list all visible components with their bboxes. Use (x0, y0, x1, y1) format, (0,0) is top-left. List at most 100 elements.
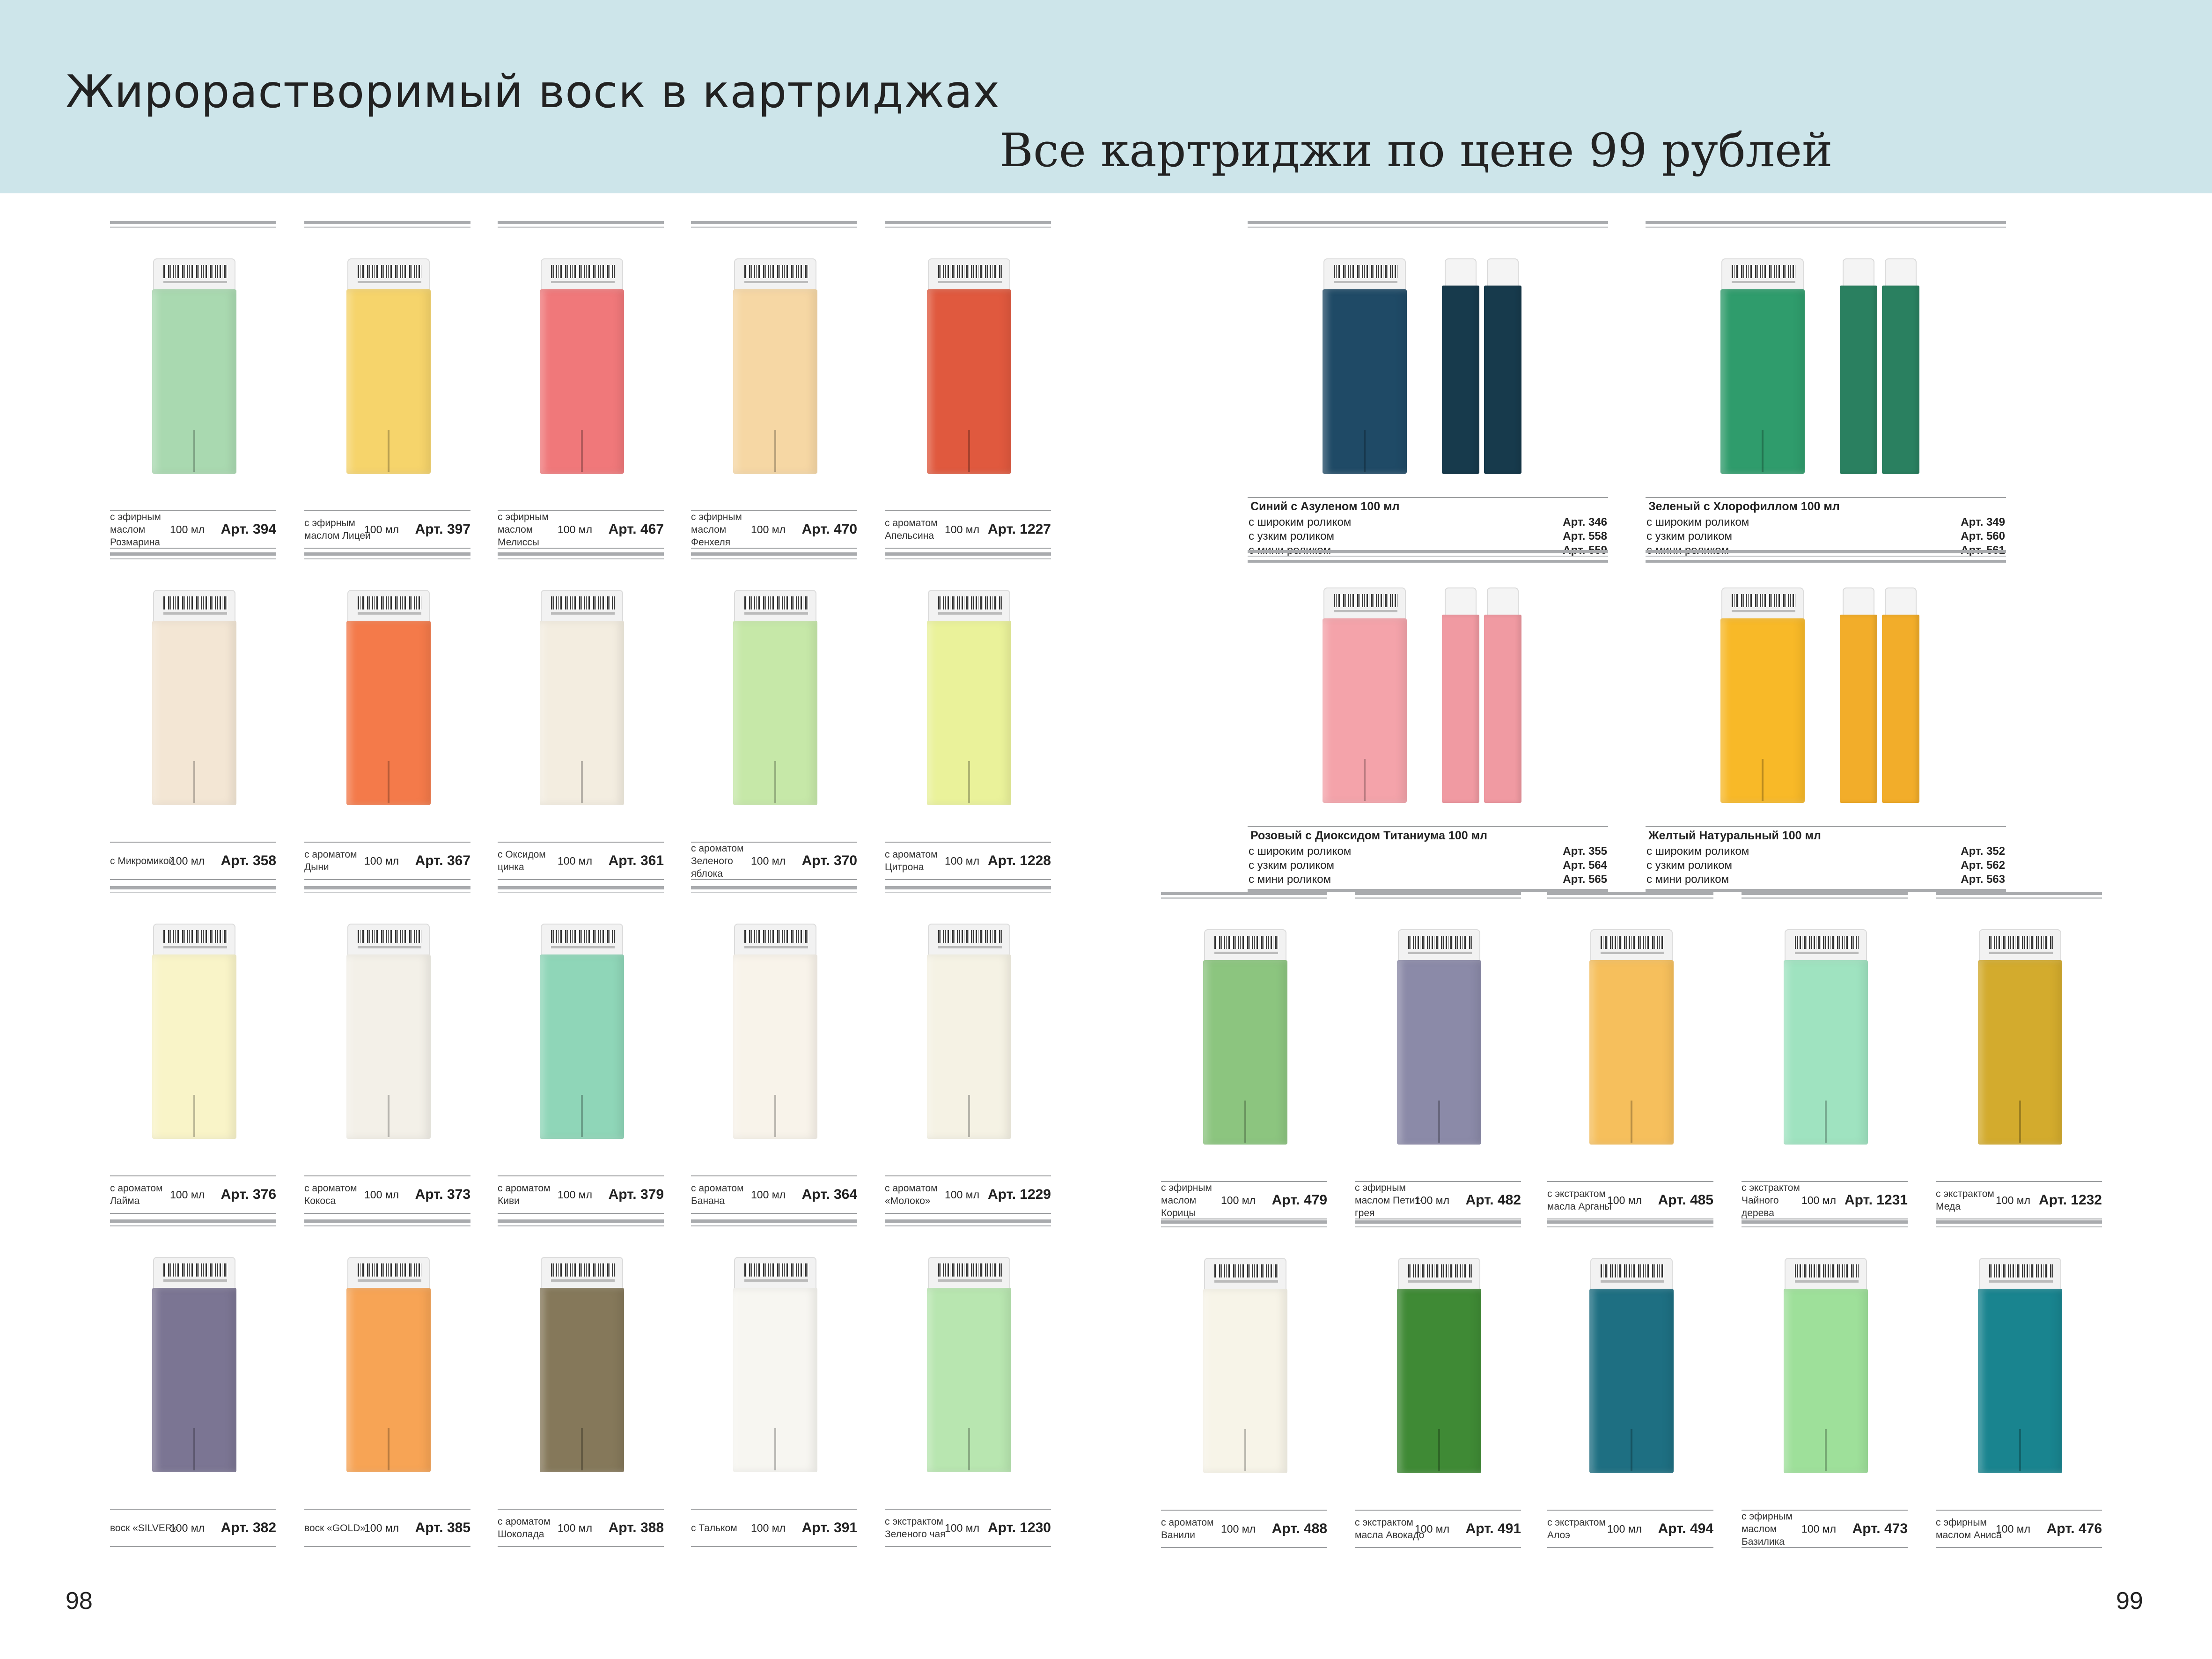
product-card[interactable]: с Микромикой 100 мл Арт. 358 (110, 552, 276, 880)
divider-rule (110, 1175, 276, 1176)
product-card-set[interactable]: Желтый Натуральный 100 мл с широким ролик… (1646, 550, 2006, 892)
variant-row: с узким роликом Арт. 562 (1646, 859, 2006, 873)
cartridge-slit (193, 1095, 195, 1137)
divider-rule (110, 548, 276, 549)
divider-rule (110, 892, 276, 893)
product-description: с экстрактом Чайного дерева (1742, 1182, 1800, 1219)
divider-rule (1742, 1510, 1908, 1511)
cap-label-line (1795, 1280, 1859, 1283)
wax-cartridge (540, 924, 624, 1139)
divider-rule (110, 552, 276, 556)
product-description: с ароматом Апельсина (885, 518, 938, 541)
product-card-set[interactable]: Зеленый с Хлорофиллом 100 мл с широким ро… (1646, 221, 2006, 563)
product-card[interactable]: с эфирным маслом Мелиссы 100 мл Арт. 467 (498, 221, 664, 549)
product-description: с ароматом Дыни (304, 849, 357, 873)
page-header-band: Жирорастворимый воск в картриджах Все ка… (0, 0, 2212, 193)
product-card[interactable]: с ароматом Киви 100 мл Арт. 379 (498, 886, 664, 1214)
cartridge-cap (1785, 1258, 1867, 1291)
product-card[interactable]: воск «GOLD» 100 мл Арт. 385 (304, 1219, 470, 1547)
divider-rule (885, 886, 1051, 889)
divider-rule (885, 510, 1051, 511)
barcode-label (358, 930, 421, 943)
product-card[interactable]: с экстрактом Меда 100 мл Арт. 1232 (1936, 892, 2102, 1219)
product-card[interactable]: с Оксидом цинка 100 мл Арт. 361 (498, 552, 664, 880)
divider-rule (885, 1225, 1051, 1226)
cartridge-cap (1590, 1258, 1673, 1291)
product-card-set[interactable]: Синий с Азуленом 100 мл с широким роликом… (1248, 221, 1608, 563)
variant-label: с широким роликом (1249, 516, 1352, 529)
product-card[interactable]: с эфирным маслом Лицеи 100 мл Арт. 397 (304, 221, 470, 549)
barcode-label (938, 265, 1002, 278)
product-card[interactable]: с ароматом «Молоко» 100 мл Арт. 1229 (885, 886, 1051, 1214)
product-volume: 100 мл (1221, 1522, 1256, 1535)
product-card[interactable]: с экстрактом масла Авокадо 100 мл Арт. 491 (1355, 1220, 1521, 1548)
cartridge-body (540, 289, 624, 474)
divider-rule (498, 1219, 664, 1223)
product-card[interactable]: с Тальком 100 мл Арт. 391 (691, 1219, 857, 1547)
divider-rule (1646, 560, 2006, 563)
product-card[interactable]: с ароматом Лайма 100 мл Арт. 376 (110, 886, 276, 1214)
product-name: Синий с Азуленом 100 мл (1250, 500, 1400, 513)
cartridge-body (1484, 286, 1521, 474)
divider-rule (1936, 897, 2102, 899)
cartridge-slit (581, 761, 583, 803)
product-card[interactable]: с экстрактом масла Арганы 100 мл Арт. 485 (1547, 892, 1713, 1219)
product-card[interactable]: с ароматом Ванили 100 мл Арт. 488 (1161, 1220, 1327, 1548)
product-card[interactable]: с ароматом Зеленого яблока 100 мл Арт. 370 (691, 552, 857, 880)
cartridge-cap (541, 1257, 623, 1290)
divider-rule (1646, 221, 2006, 224)
cap-label-line (744, 946, 808, 948)
wax-cartridge (152, 1257, 236, 1472)
product-article: Арт. 370 (801, 853, 857, 868)
variant-label: с мини роликом (1646, 873, 1729, 886)
product-card[interactable]: с ароматом Кокоса 100 мл Арт. 373 (304, 886, 470, 1214)
product-article: Арт. 479 (1271, 1192, 1327, 1208)
cartridge-body (1840, 615, 1877, 803)
cartridge-slit (581, 1095, 583, 1137)
cartridge-slit (2019, 1429, 2021, 1471)
cartridge-cap (1323, 258, 1406, 291)
product-card[interactable]: с экстрактом Зеленого чая 100 мл Арт. 1230 (885, 1219, 1051, 1547)
divider-rule (1161, 1181, 1327, 1182)
cartridge-slit (1438, 1101, 1440, 1143)
product-card[interactable]: с эфирным маслом Аниса 100 мл Арт. 476 (1936, 1220, 2102, 1548)
barcode-label (1408, 936, 1472, 949)
divider-rule (1936, 1226, 2102, 1227)
product-card[interactable]: с ароматом Шоколада 100 мл Арт. 388 (498, 1219, 664, 1547)
cartridge-body (346, 954, 431, 1139)
cartridge-slit (1762, 430, 1764, 472)
product-card[interactable]: с эфирным маслом Розмарина 100 мл Арт. 394 (110, 221, 276, 549)
cartridge-cap (153, 258, 235, 291)
product-card[interactable]: с эфирным маслом Базилика 100 мл Арт. 473 (1742, 1220, 1908, 1548)
slim-cartridge (1484, 258, 1521, 474)
cartridge-slit (581, 430, 583, 472)
product-article: Арт. 491 (1465, 1521, 1521, 1536)
product-card[interactable]: с экстрактом Алоэ 100 мл Арт. 494 (1547, 1220, 1713, 1548)
product-card[interactable]: с эфирным маслом Петит-грея 100 мл Арт. 48… (1355, 892, 1521, 1219)
product-article: Арт. 482 (1465, 1192, 1521, 1208)
product-description: с эфирным маслом Корицы (1161, 1182, 1212, 1219)
product-card[interactable]: с ароматом Дыни 100 мл Арт. 367 (304, 552, 470, 880)
cartridge-cap (541, 590, 623, 623)
product-card[interactable]: с ароматом Апельсина 100 мл Арт. 1227 (885, 221, 1051, 549)
product-card[interactable]: с эфирным маслом Корицы 100 мл Арт. 479 (1161, 892, 1327, 1219)
product-article: Арт. 485 (1658, 1192, 1713, 1208)
cartridge-cap (541, 924, 623, 956)
cartridge-cap (1398, 929, 1480, 962)
product-card[interactable]: с ароматом Цитрона 100 мл Арт. 1228 (885, 552, 1051, 880)
divider-rule (1161, 892, 1327, 895)
product-volume: 100 мл (1221, 1194, 1256, 1206)
wax-cartridge (1397, 929, 1481, 1145)
cap-label-line (551, 946, 615, 948)
divider-rule (498, 886, 664, 889)
product-card-set[interactable]: Розовый с Диоксидом Титаниума 100 мл с ши… (1248, 550, 1608, 892)
product-card[interactable]: с ароматом Банана 100 мл Арт. 364 (691, 886, 857, 1214)
product-description: с эфирным маслом Петит-грея (1355, 1182, 1423, 1219)
product-card[interactable]: с экстрактом Чайного дерева 100 мл Арт. 12… (1742, 892, 1908, 1219)
barcode-label (1989, 936, 2053, 949)
product-card[interactable]: с эфирным маслом Фенхеля 100 мл Арт. 470 (691, 221, 857, 549)
barcode-label (1334, 594, 1397, 607)
cartridge-cap (1398, 1258, 1480, 1291)
variant-label: с узким роликом (1646, 530, 1732, 543)
product-card[interactable]: воск «SILVER» 100 мл Арт. 382 (110, 1219, 276, 1547)
